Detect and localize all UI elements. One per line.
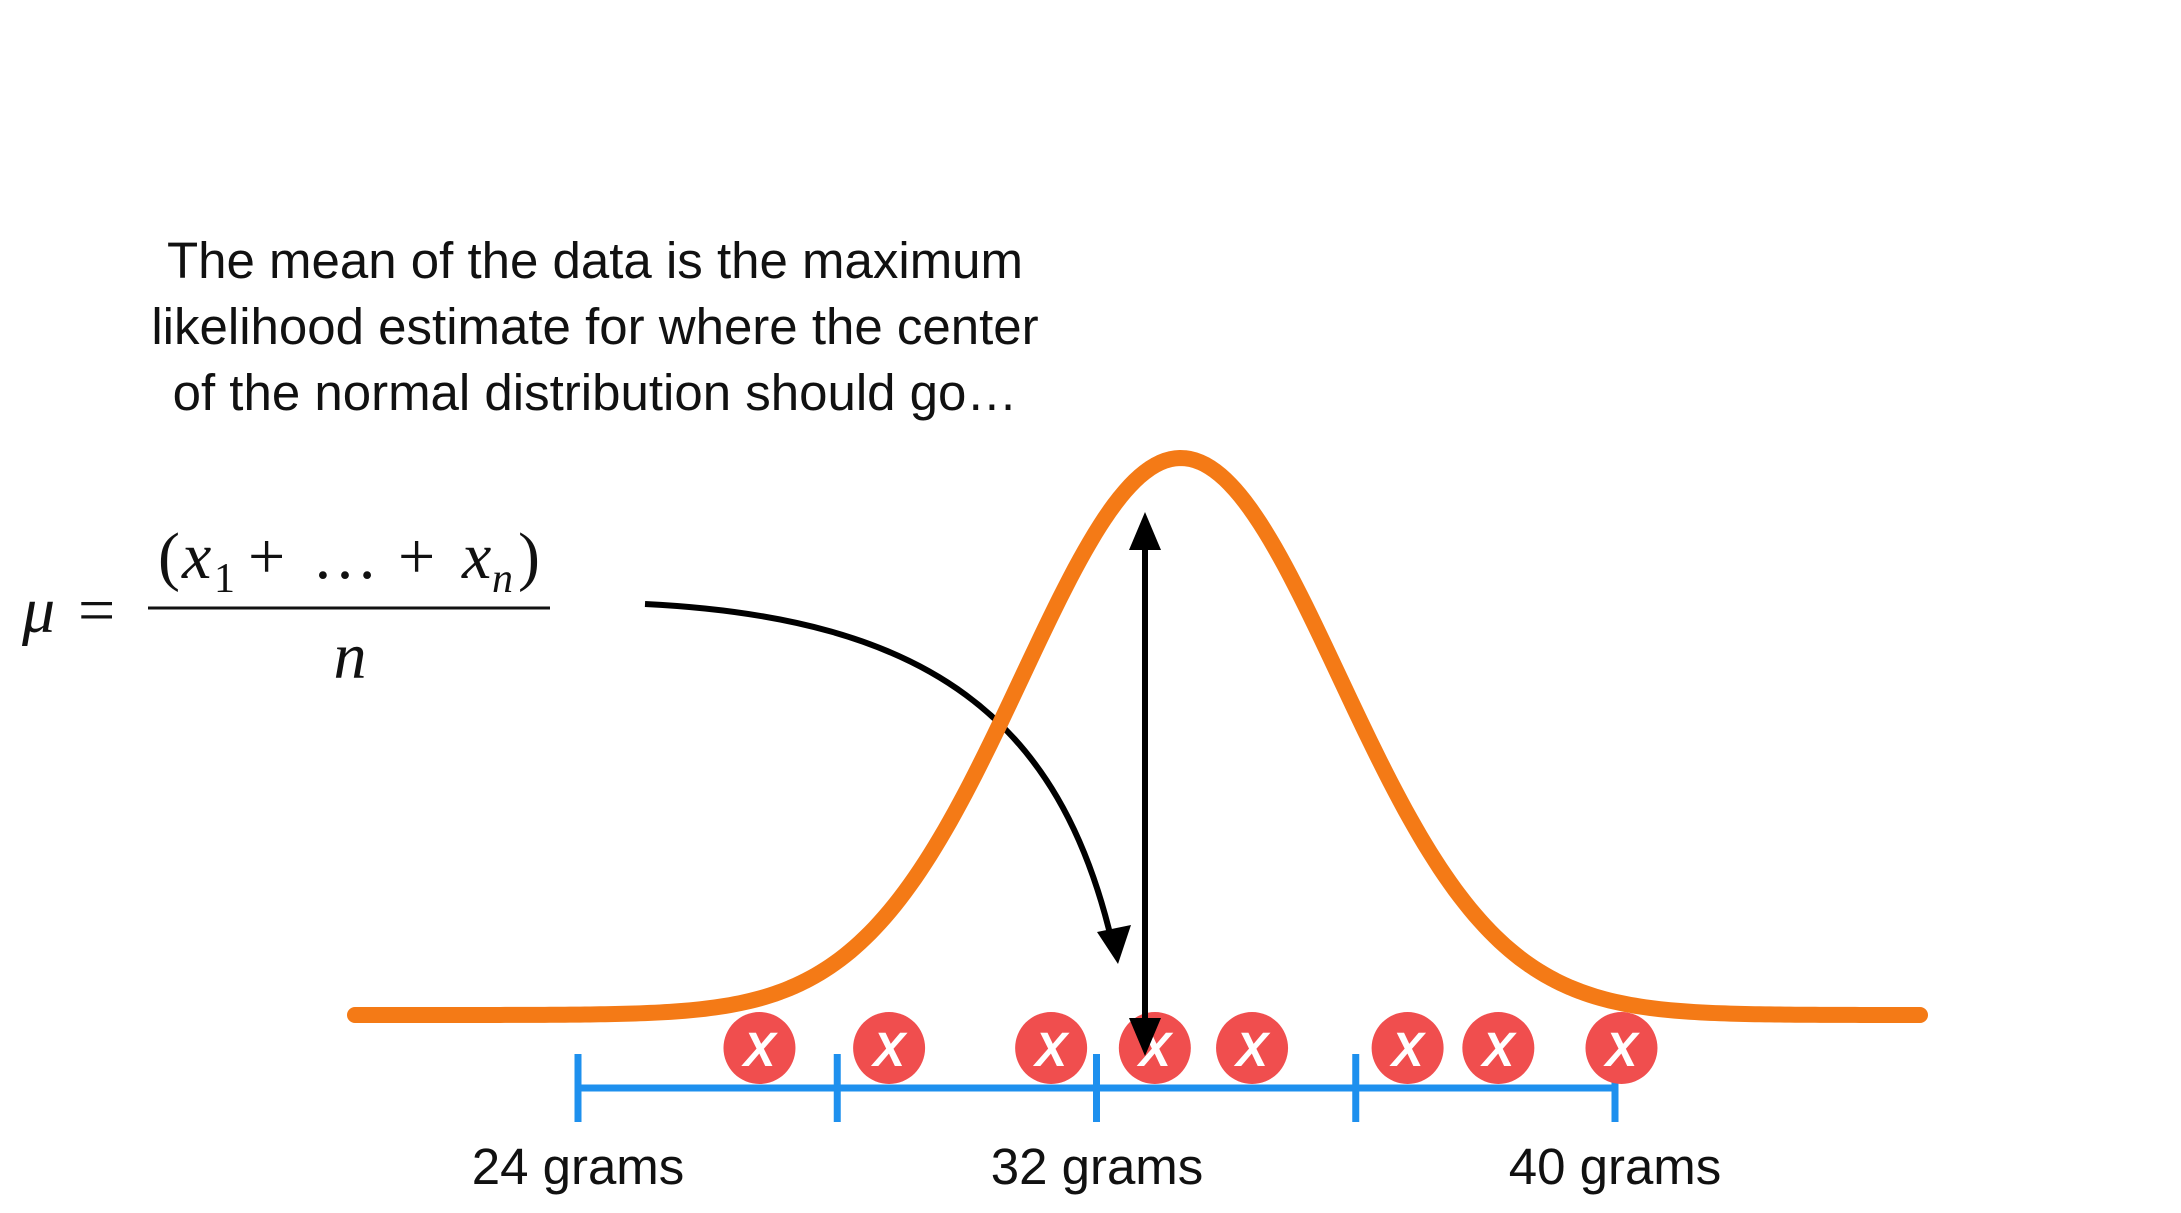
data-point-2: X (853, 1012, 926, 1084)
normal-curve (347, 450, 1928, 1023)
caption: The mean of the data is the maximum like… (60, 228, 1130, 426)
formula-mu: μ (21, 574, 55, 647)
mean-formula: μ = ( x 1 + … + x n ) n (21, 520, 550, 693)
caption-line-1: The mean of the data is the maximum (166, 232, 1024, 289)
data-point-circle (1216, 1012, 1289, 1084)
formula-open-paren: ( (158, 520, 180, 593)
formula-equals: = (78, 574, 115, 647)
weight-axis (574, 1054, 1619, 1122)
formula-plus-2: + (398, 520, 435, 593)
data-point-mark: X (1233, 1024, 1271, 1077)
data-point-3: X (1015, 1012, 1088, 1084)
caption-line-2: likelihood estimate for where the center (151, 298, 1039, 355)
data-point-mark: X (1389, 1024, 1427, 1077)
curved-arrow-head-icon (1097, 925, 1131, 964)
tick-label-24: 24 grams (472, 1138, 685, 1195)
mean-height-arrow (1129, 512, 1161, 1056)
data-point-circle (723, 1012, 796, 1084)
data-point-mark: X (1032, 1024, 1070, 1077)
data-point-circle (1015, 1012, 1088, 1084)
data-point-circle (1371, 1012, 1444, 1084)
formula-x1: x (181, 520, 211, 593)
curved-arrow-shaft (644, 601, 1115, 943)
caption-line-3: of the normal distribution should go… (172, 364, 1018, 421)
data-point-mark: X (1602, 1024, 1640, 1077)
data-point-mark: X (740, 1024, 778, 1077)
data-point-1: X (723, 1012, 796, 1084)
data-point-circle (1585, 1012, 1658, 1084)
arrow-down-icon (1129, 1018, 1161, 1056)
data-point-6: X (1371, 1012, 1444, 1084)
axis-tick-labels: 24 grams 32 grams 40 grams (472, 1138, 1722, 1195)
tick-label-40: 40 grams (1509, 1138, 1722, 1195)
tick-label-32: 32 grams (991, 1138, 1204, 1195)
data-point-7: X (1462, 1012, 1535, 1084)
curved-arrow (644, 601, 1131, 964)
formula-sub-1: 1 (214, 556, 235, 602)
formula-sub-n: n (492, 556, 513, 602)
data-point-8: X (1585, 1012, 1658, 1084)
formula-close-paren: ) (518, 520, 540, 593)
formula-plus-1: + (248, 520, 285, 593)
data-point-circle (853, 1012, 926, 1084)
formula-ellipsis: … (312, 520, 378, 593)
formula-xn: x (461, 520, 491, 593)
data-point-circle (1462, 1012, 1535, 1084)
data-point-5: X (1216, 1012, 1289, 1084)
data-point-mark: X (1479, 1024, 1517, 1077)
arrow-up-icon (1129, 512, 1161, 550)
formula-denominator: n (334, 620, 367, 693)
data-point-mark: X (870, 1024, 908, 1077)
